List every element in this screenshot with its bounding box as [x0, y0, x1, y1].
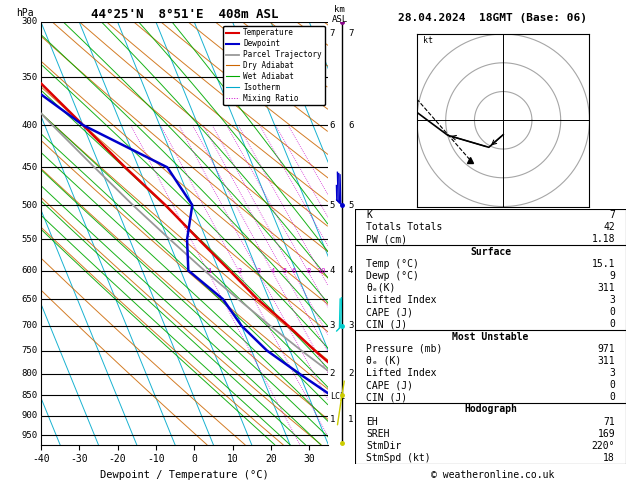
Text: 311: 311	[598, 356, 615, 366]
Text: 2: 2	[238, 267, 242, 274]
Text: 7: 7	[330, 29, 335, 38]
Text: 10: 10	[317, 267, 325, 274]
Text: 700: 700	[21, 321, 38, 330]
Text: Totals Totals: Totals Totals	[366, 222, 443, 232]
Text: StmSpd (kt): StmSpd (kt)	[366, 453, 431, 463]
Text: EH: EH	[366, 417, 378, 427]
Text: 650: 650	[21, 295, 38, 304]
Text: Dewp (°C): Dewp (°C)	[366, 271, 419, 281]
Text: 1: 1	[348, 416, 353, 424]
Text: Lifted Index: Lifted Index	[366, 295, 437, 305]
Text: CIN (J): CIN (J)	[366, 392, 408, 402]
Text: 600: 600	[21, 266, 38, 275]
Text: 950: 950	[21, 431, 38, 440]
Text: 15.1: 15.1	[591, 259, 615, 269]
Text: 3: 3	[348, 321, 353, 330]
Text: 18: 18	[603, 453, 615, 463]
Text: CIN (J): CIN (J)	[366, 319, 408, 330]
Text: 0: 0	[609, 307, 615, 317]
Text: 0: 0	[609, 392, 615, 402]
Text: 1: 1	[207, 267, 211, 274]
Text: Hodograph: Hodograph	[464, 404, 517, 415]
Text: PW (cm): PW (cm)	[366, 234, 408, 244]
Text: 5: 5	[348, 201, 353, 209]
Text: CAPE (J): CAPE (J)	[366, 307, 413, 317]
Title: 44°25'N  8°51'E  408m ASL: 44°25'N 8°51'E 408m ASL	[91, 8, 279, 21]
Text: 500: 500	[21, 201, 38, 209]
Text: K: K	[366, 210, 372, 220]
Text: 2: 2	[330, 369, 335, 378]
Text: 3: 3	[609, 295, 615, 305]
Text: 8: 8	[307, 267, 311, 274]
Text: 7: 7	[348, 29, 353, 38]
Text: 7: 7	[609, 210, 615, 220]
Text: © weatheronline.co.uk: © weatheronline.co.uk	[430, 470, 554, 480]
Text: 6: 6	[330, 121, 335, 130]
Text: 550: 550	[21, 235, 38, 244]
Text: Lifted Index: Lifted Index	[366, 368, 437, 378]
Text: 3: 3	[330, 321, 335, 330]
Text: 6: 6	[292, 267, 296, 274]
Text: LCL: LCL	[330, 392, 345, 401]
Text: Most Unstable: Most Unstable	[452, 331, 529, 342]
Text: 5: 5	[330, 201, 335, 209]
Text: 1: 1	[330, 416, 335, 424]
Text: SREH: SREH	[366, 429, 390, 439]
X-axis label: Dewpoint / Temperature (°C): Dewpoint / Temperature (°C)	[100, 470, 269, 480]
Text: StmDir: StmDir	[366, 441, 401, 451]
Text: CAPE (J): CAPE (J)	[366, 380, 413, 390]
Text: θₑ(K): θₑ(K)	[366, 283, 396, 293]
Text: 400: 400	[21, 121, 38, 130]
Text: 3: 3	[609, 368, 615, 378]
Text: 4: 4	[330, 266, 335, 275]
Legend: Temperature, Dewpoint, Parcel Trajectory, Dry Adiabat, Wet Adiabat, Isotherm, Mi: Temperature, Dewpoint, Parcel Trajectory…	[223, 26, 325, 105]
Text: 0: 0	[609, 319, 615, 330]
Text: 3: 3	[257, 267, 261, 274]
Text: 5: 5	[282, 267, 287, 274]
Text: 350: 350	[21, 73, 38, 82]
Text: 750: 750	[21, 346, 38, 355]
Text: 900: 900	[21, 412, 38, 420]
Text: kt: kt	[423, 35, 433, 45]
Text: 6: 6	[348, 121, 353, 130]
Text: 4: 4	[271, 267, 276, 274]
Text: 4: 4	[348, 266, 353, 275]
Text: 220°: 220°	[591, 441, 615, 451]
Text: 71: 71	[603, 417, 615, 427]
Text: 450: 450	[21, 163, 38, 172]
Text: 300: 300	[21, 17, 38, 26]
Text: 850: 850	[21, 391, 38, 400]
Text: 0: 0	[609, 380, 615, 390]
Text: 169: 169	[598, 429, 615, 439]
Text: 28.04.2024  18GMT (Base: 06): 28.04.2024 18GMT (Base: 06)	[398, 13, 587, 23]
Text: Surface: Surface	[470, 246, 511, 257]
Text: 1.18: 1.18	[591, 234, 615, 244]
Text: Temp (°C): Temp (°C)	[366, 259, 419, 269]
Text: 311: 311	[598, 283, 615, 293]
Text: 2: 2	[348, 369, 353, 378]
Text: 800: 800	[21, 369, 38, 378]
Text: 42: 42	[603, 222, 615, 232]
Text: Pressure (mb): Pressure (mb)	[366, 344, 443, 354]
Text: 9: 9	[609, 271, 615, 281]
Text: 971: 971	[598, 344, 615, 354]
Text: km
ASL: km ASL	[331, 5, 348, 24]
Text: θₑ (K): θₑ (K)	[366, 356, 401, 366]
Text: hPa: hPa	[16, 8, 34, 17]
